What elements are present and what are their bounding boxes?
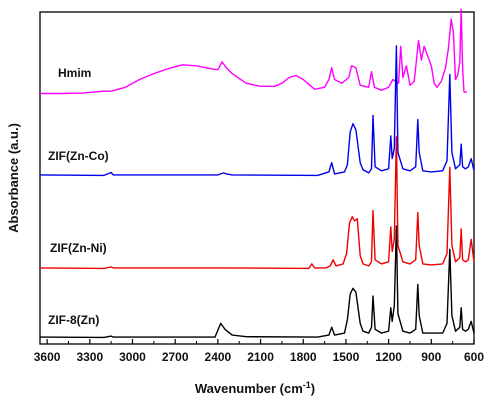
x-tick-label: 2700 xyxy=(162,350,189,364)
x-tick-label: 1800 xyxy=(290,350,317,364)
x-tick-label: 2400 xyxy=(205,350,232,364)
series-line xyxy=(39,136,475,270)
series-label: ZIF(Zn-Co) xyxy=(48,149,109,163)
x-tick-label: 1200 xyxy=(375,350,402,364)
x-tick-label: 600 xyxy=(464,350,484,364)
y-axis-title: Absorbance (a.u.) xyxy=(6,123,21,233)
x-tick-label: 900 xyxy=(421,350,441,364)
x-axis-ticks: 3600 3300 3000 2700 2400 2100 1800 1500 1200 900 6… xyxy=(34,339,484,364)
series-label: ZIF-8(Zn) xyxy=(48,313,99,327)
plot-frame xyxy=(39,11,475,345)
series-line xyxy=(39,45,475,177)
x-tick-label: 1500 xyxy=(333,350,360,364)
x-tick-label: 3600 xyxy=(34,350,61,364)
x-tick-label: 2100 xyxy=(247,350,274,364)
x-axis-title: Wavenumber (cm-1) xyxy=(195,380,315,396)
series-label: ZIF(Zn-Ni) xyxy=(50,241,107,255)
series-line xyxy=(40,8,467,95)
series-group xyxy=(39,8,475,339)
x-tick-label: 3300 xyxy=(76,350,103,364)
series-label: Hmim xyxy=(58,66,91,80)
x-axis-title-superscript: -1 xyxy=(303,380,311,390)
series-labels: Hmim ZIF(Zn-Co) ZIF(Zn-Ni) ZIF-8(Zn) xyxy=(48,66,109,327)
x-tick-label: 3000 xyxy=(119,350,146,364)
series-line xyxy=(39,225,475,339)
